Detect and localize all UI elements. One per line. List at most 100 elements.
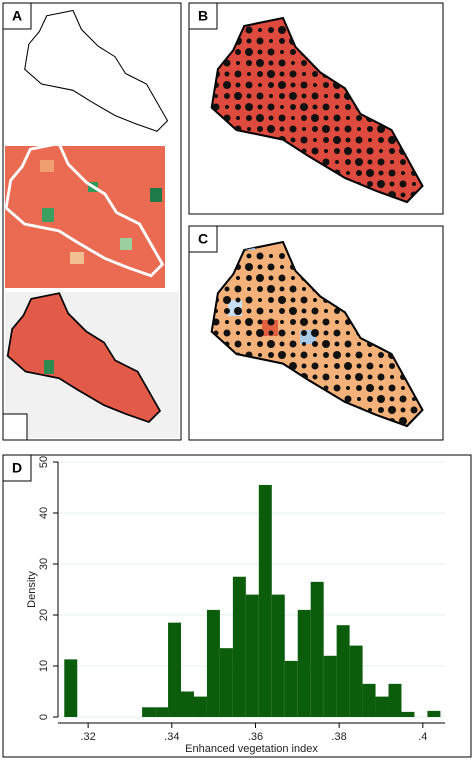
y-tick-label: 50 — [38, 456, 50, 468]
dot — [234, 70, 242, 78]
dot — [368, 138, 372, 142]
dot — [279, 286, 285, 292]
dot — [279, 93, 285, 99]
dot — [268, 330, 274, 336]
dot — [245, 296, 253, 304]
dot — [279, 38, 285, 44]
dot — [346, 116, 350, 120]
dot — [268, 275, 274, 281]
dot — [410, 406, 418, 414]
dot — [335, 105, 339, 109]
dot — [246, 253, 252, 259]
panel-label-box — [188, 225, 218, 253]
dot — [333, 136, 341, 144]
dot — [236, 116, 240, 120]
dot — [278, 81, 286, 89]
dot — [334, 308, 340, 314]
dot — [323, 115, 329, 121]
dot — [367, 126, 373, 132]
dot — [213, 330, 219, 336]
dot — [291, 331, 295, 335]
dot — [400, 407, 406, 413]
dot — [268, 60, 274, 66]
dot — [235, 297, 241, 303]
dot — [290, 297, 296, 303]
dot — [280, 265, 284, 269]
dot — [291, 61, 295, 65]
dot — [399, 180, 407, 188]
dot — [257, 319, 263, 325]
dot — [256, 329, 264, 337]
y-tick-label: 40 — [38, 507, 50, 519]
dot — [356, 385, 362, 391]
raster-map — [5, 146, 165, 288]
dot — [302, 342, 306, 346]
dot — [356, 363, 362, 369]
dot — [290, 319, 296, 325]
panel-label: C — [198, 231, 208, 247]
dot — [377, 395, 385, 403]
dot — [323, 352, 329, 358]
dot — [357, 342, 361, 346]
dot — [247, 287, 251, 291]
x-tick-label: .38 — [332, 731, 347, 743]
dot — [313, 83, 317, 87]
dot — [245, 318, 253, 326]
dot — [323, 385, 329, 391]
dot — [390, 375, 394, 379]
bar — [362, 683, 376, 717]
dot — [290, 49, 296, 55]
dot — [279, 308, 285, 314]
dot — [357, 397, 361, 401]
dot — [225, 320, 229, 324]
dot — [257, 49, 263, 55]
dot — [223, 329, 231, 337]
dot — [344, 395, 352, 403]
dot — [401, 386, 405, 390]
panel-label-box — [2, 413, 28, 441]
dot — [256, 274, 264, 282]
dot — [390, 160, 394, 164]
dot — [345, 104, 351, 110]
panel-label-box — [2, 2, 32, 30]
dot — [344, 362, 352, 370]
dot — [278, 351, 286, 359]
dot — [334, 126, 340, 132]
dot — [301, 148, 307, 154]
bar — [245, 594, 259, 717]
dot — [313, 138, 317, 142]
dot — [267, 70, 275, 78]
dot — [234, 92, 242, 100]
dot — [256, 92, 264, 100]
dot — [378, 385, 384, 391]
histogram: 0 10 20 30 40 50 .32 .34 .36 .38 .4 Enhanced vegeta… — [26, 456, 445, 755]
dot — [333, 329, 341, 337]
bar — [310, 581, 324, 717]
dot — [400, 192, 406, 198]
dot — [247, 127, 251, 131]
bar — [349, 645, 363, 717]
dot — [356, 170, 362, 176]
dot — [289, 340, 297, 348]
dot — [257, 341, 263, 347]
dot — [355, 158, 363, 166]
dot — [377, 373, 385, 381]
dot — [367, 159, 373, 165]
dot — [267, 48, 275, 56]
dot — [300, 351, 308, 359]
dot — [400, 159, 406, 165]
dot — [280, 105, 284, 109]
dot — [235, 319, 241, 325]
y-tick-label: 0 — [38, 714, 50, 720]
dot — [324, 364, 328, 368]
dot — [388, 406, 396, 414]
dot — [236, 331, 240, 335]
dot — [345, 352, 351, 358]
dot — [300, 81, 308, 89]
dot — [278, 329, 286, 337]
dot — [311, 92, 319, 100]
dot — [312, 374, 318, 380]
dot — [335, 160, 339, 164]
dot — [234, 285, 242, 293]
dot — [246, 308, 252, 314]
